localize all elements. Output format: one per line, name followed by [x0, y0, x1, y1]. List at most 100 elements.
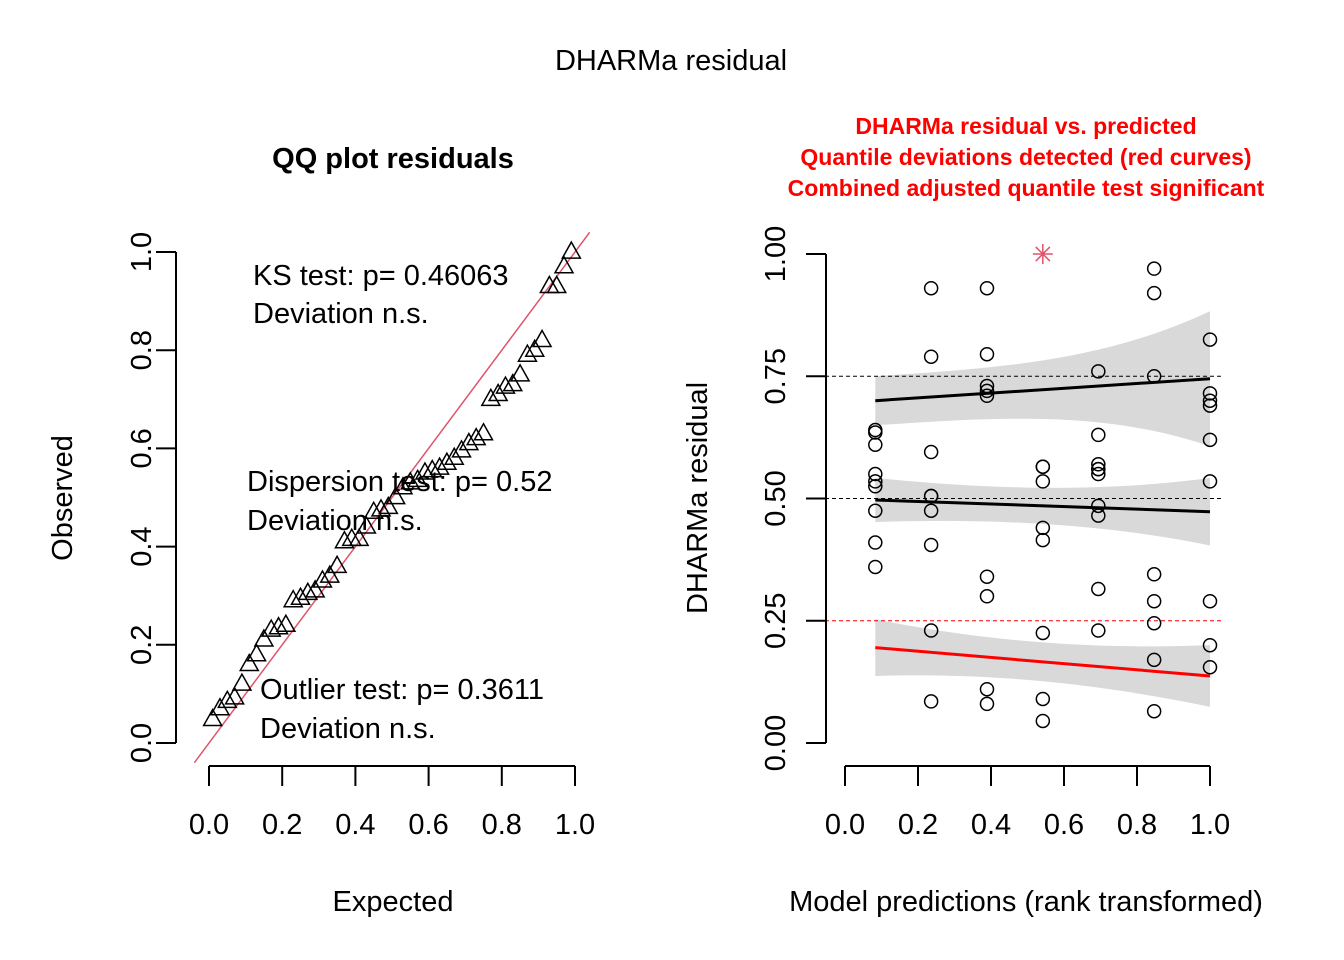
residual-point: [1202, 432, 1218, 448]
qq-y-axis-title: Observed: [47, 435, 79, 561]
residual-plot-title: DHARMa residual vs. predicted: [855, 113, 1196, 139]
qq-point: [421, 459, 443, 478]
dispersion-test-text: Dispersion test: p= 0.52: [247, 466, 552, 498]
qq-y-tick-label: 0.8: [126, 330, 158, 370]
residual-point: [1146, 703, 1162, 719]
residual-point: [923, 537, 939, 553]
residual-x-tick-label: 1.0: [1190, 809, 1230, 841]
qq-point: [546, 274, 567, 294]
qq-reference-line-group: [193, 231, 591, 764]
qq-point: [334, 530, 355, 549]
dispersion-test-deviation-text: Deviation n.s.: [247, 505, 423, 537]
qq-point: [458, 432, 480, 451]
qq-point: [356, 515, 377, 534]
qq-point: [495, 375, 516, 394]
outlier-asterisk: [1032, 244, 1053, 264]
qq-plot-panel: QQ plot residuals 0.0 0.2 0.4 0.6 0.8 1.00.00…: [47, 143, 595, 918]
residual-x-axis-title: Model predictions (rank transformed): [789, 886, 1263, 918]
residual-point: [1091, 461, 1106, 477]
residual-point: [979, 589, 995, 604]
residual-point: [923, 444, 939, 460]
qq-point: [202, 707, 223, 727]
residual-point: [868, 479, 883, 494]
qq-point: [392, 476, 414, 495]
residual-x-tick-label: 0.4: [971, 809, 1011, 841]
figure-title: DHARMa residual: [555, 45, 787, 77]
residual-point: [979, 346, 995, 362]
residual-point: [868, 559, 883, 575]
qq-point: [238, 652, 260, 672]
qq-point: [363, 500, 384, 520]
ks-test-text: KS test: p= 0.46063: [253, 260, 509, 292]
residual-point: [1035, 625, 1051, 641]
qq-points: [202, 240, 582, 727]
residual-point: [868, 422, 883, 438]
qq-point: [304, 579, 326, 598]
quantile-fit-line: [875, 498, 1211, 514]
residual-point: [1091, 364, 1106, 379]
qq-point: [465, 427, 487, 446]
qq-x-tick-label: 0.2: [262, 809, 302, 841]
qq-point: [378, 495, 399, 515]
residual-point: [1035, 474, 1051, 489]
residual-point: [1146, 652, 1162, 668]
qq-point: [561, 240, 582, 259]
residual-point: [1202, 398, 1218, 413]
residual-point: [868, 474, 883, 489]
residual-point: [1146, 615, 1162, 631]
residual-point: [923, 503, 939, 518]
qq-point: [246, 643, 267, 662]
ks-test-deviation-text: Deviation n.s.: [253, 298, 429, 330]
residual-x-tick-label: 0.6: [1044, 809, 1084, 841]
residual-point: [1035, 520, 1051, 536]
residual-point: [923, 280, 939, 296]
residual-vs-predicted-panel: DHARMa residual vs. predicted Quantile d…: [682, 113, 1265, 918]
qq-axes: 0.0 0.2 0.4 0.6 0.8 1.0 0.0 0.2 0.4 0.6 0.8 1.0: [126, 232, 595, 841]
qq-x-tick-label: 1.0: [555, 809, 595, 841]
residual-point: [1035, 713, 1051, 729]
residual-y-tick-label: 1.00: [760, 226, 792, 282]
qq-point: [290, 586, 311, 605]
qq-plot-title: QQ plot residuals: [272, 143, 514, 175]
residual-point: [1091, 623, 1106, 638]
qq-point: [326, 554, 348, 574]
qq-point: [312, 569, 333, 588]
qq-point: [282, 589, 304, 608]
qq-point: [414, 461, 436, 480]
residual-point: [1091, 427, 1106, 443]
quantile-ci-band: [875, 311, 1210, 447]
qq-point: [348, 527, 370, 547]
residual-x-tick-label: 0.8: [1117, 809, 1157, 841]
residual-point: [1091, 466, 1106, 482]
residual-point: [868, 437, 883, 452]
residual-point: [1202, 637, 1218, 653]
residual-point: [979, 280, 995, 296]
residual-points: [868, 244, 1218, 729]
qq-y-tick-label: 0.0: [126, 723, 158, 763]
residual-point: [1146, 261, 1162, 276]
residual-point: [979, 569, 995, 584]
residual-point: [1146, 593, 1162, 609]
outlier-asterisk-stroke: [1035, 246, 1051, 262]
qq-point: [231, 672, 253, 691]
quantile-ci-band: [875, 477, 1210, 546]
residual-x-tick-label: 0.2: [898, 809, 938, 841]
quantile-fit-lines: [875, 377, 1211, 678]
residual-point: [1146, 567, 1162, 582]
residual-y-tick-label: 0.00: [760, 715, 792, 771]
residual-axes: 0.0 0.2 0.4 0.6 0.8 1.0 0.00 0.25 0.50 0.75 1.00: [760, 226, 1230, 841]
residual-point: [1202, 474, 1218, 489]
quantile-reference-lines: [811, 375, 1224, 622]
residual-point: [1202, 593, 1218, 609]
residual-point: [1202, 386, 1218, 401]
quantile-fit-line: [875, 646, 1211, 678]
qq-point: [480, 387, 502, 407]
residual-point: [1202, 659, 1218, 675]
qq-point: [553, 255, 575, 274]
qq-x-tick-label: 0.4: [335, 809, 375, 841]
qq-x-tick-label: 0.0: [189, 809, 229, 841]
qq-point: [509, 363, 531, 382]
residual-point: [1202, 332, 1218, 347]
qq-point: [524, 338, 546, 358]
